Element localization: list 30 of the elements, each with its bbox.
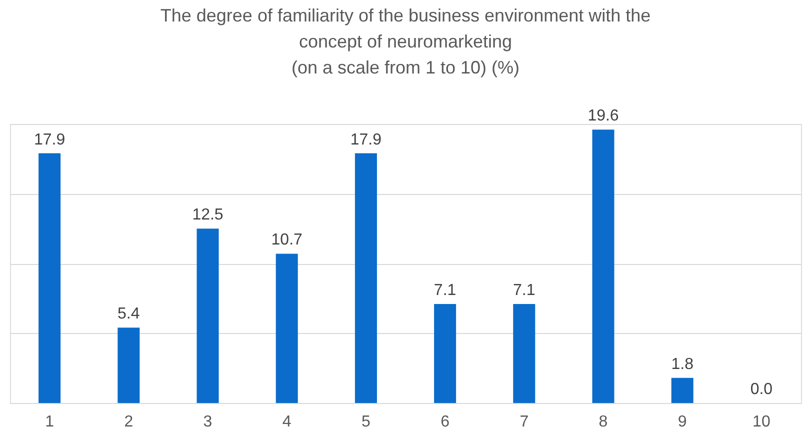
data-label: 7.1	[513, 282, 536, 299]
bar	[434, 304, 456, 403]
x-tick-label: 4	[282, 414, 292, 430]
data-label: 17.9	[350, 131, 382, 148]
x-tick-label: 9	[678, 414, 687, 430]
chart-title: The degree of familiarity of the business environment with the concept of neuromarketing (on a scale from 1 to 10) (%)	[160, 6, 651, 78]
data-label: 7.1	[434, 282, 456, 299]
data-label: 19.6	[588, 108, 619, 125]
bar	[513, 304, 536, 403]
x-tick-label: 6	[440, 414, 450, 430]
x-tick-label: 10	[752, 414, 770, 430]
data-label: 1.8	[671, 356, 694, 373]
bar	[671, 378, 694, 403]
data-label: 12.5	[192, 206, 224, 224]
bar	[592, 130, 614, 403]
bar	[354, 153, 377, 403]
bar	[196, 228, 219, 403]
x-tick-label: 8	[598, 414, 608, 430]
data-label: 0.0	[750, 381, 773, 398]
x-tick-label: 2	[124, 414, 134, 430]
x-tick-label: 1	[45, 414, 54, 430]
data-label: 5.4	[118, 306, 140, 323]
bar	[38, 153, 61, 403]
data-label: 10.7	[271, 232, 303, 249]
x-tick-label: 3	[203, 414, 212, 430]
bar	[118, 328, 140, 403]
data-label: 17.9	[34, 131, 66, 148]
x-tick-label: 7	[520, 414, 529, 430]
x-tick-label: 5	[361, 414, 370, 430]
bar	[276, 254, 298, 403]
